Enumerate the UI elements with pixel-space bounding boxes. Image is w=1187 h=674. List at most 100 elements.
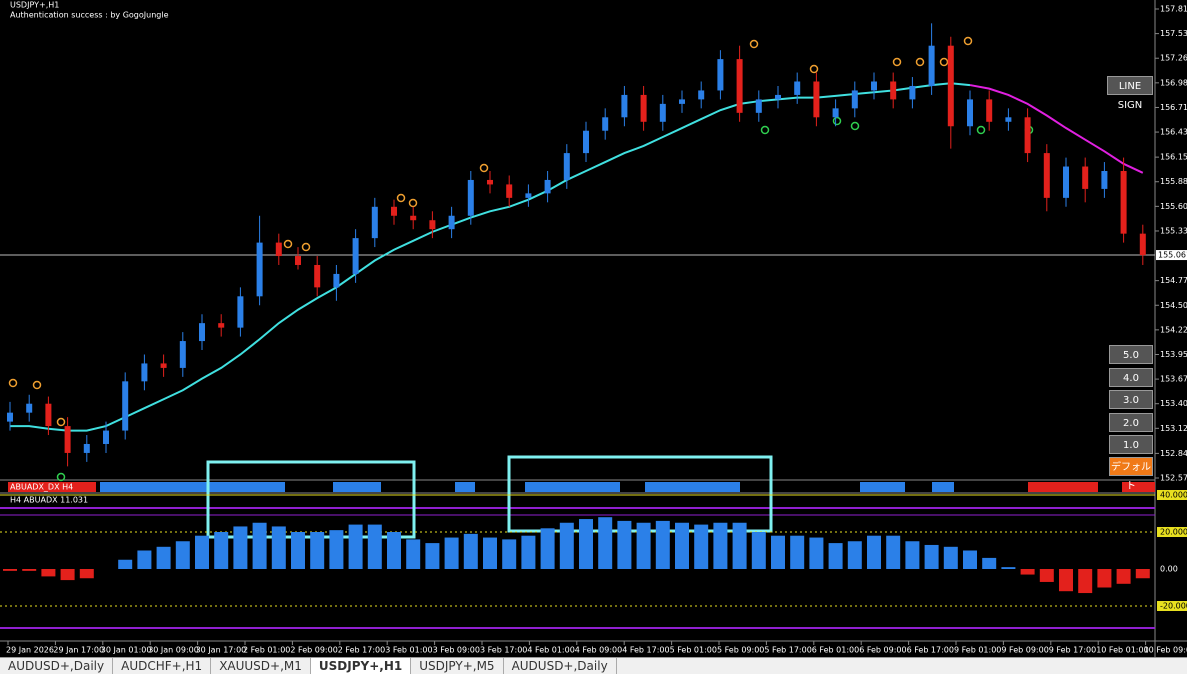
histogram-bar (540, 528, 555, 569)
candle-body (314, 264, 321, 288)
candle-body (1063, 166, 1069, 198)
y-tick-label: 20.000 (1160, 528, 1187, 537)
histogram-bar (3, 569, 17, 571)
tick-label-bg (1157, 601, 1187, 611)
x-tick-label: 29 Jan 17:00 (53, 646, 104, 655)
histogram-bar (291, 532, 305, 569)
histogram-bar (175, 541, 190, 569)
candle-body (410, 215, 417, 221)
histogram-bar (1020, 569, 1035, 575)
histogram-bar (847, 541, 862, 569)
candle-body (487, 179, 493, 185)
candle-body (122, 381, 129, 431)
histogram-bar (636, 522, 651, 569)
histogram-bar (22, 569, 37, 571)
signal-markers (8, 36, 1034, 482)
histogram-bar (905, 541, 920, 569)
histogram-bar (387, 532, 401, 569)
level-button[interactable]: 5.0 (1109, 345, 1153, 364)
histogram-bar (214, 532, 229, 569)
histogram-bar (195, 535, 209, 569)
tick-label-bg (1157, 527, 1187, 537)
y-tick-label: 153.400 (1160, 399, 1187, 408)
y-tick-label: 156.710 (1160, 103, 1187, 112)
x-tick-label: 29 Jan 2026 (6, 646, 54, 655)
symbol-tab[interactable]: USDJPY+,H1 (310, 658, 412, 674)
level-button[interactable]: 1.0 (1109, 435, 1153, 454)
candle-body (909, 85, 916, 100)
histogram-bar (463, 533, 478, 569)
histogram-bar (1078, 569, 1093, 594)
candle-body (7, 412, 13, 422)
candle-body (947, 45, 954, 127)
candle-body (679, 99, 685, 104)
candle-body (199, 323, 205, 342)
candle-body (160, 363, 167, 368)
candle-body (1101, 171, 1108, 189)
y-tick-label: 156.985 (1160, 78, 1187, 87)
level-button[interactable]: 2.0 (1109, 412, 1153, 432)
chart: USDJPY+,H1 Authentication success : by G… (0, 0, 1187, 657)
candle-body (141, 363, 148, 382)
histogram-bar (60, 569, 75, 581)
candle-body (659, 103, 666, 122)
y-tick-label: 155.605 (1160, 202, 1187, 211)
tab-bar: AUDUSD+,Daily AUDCHF+,H1 XAUUSD+,M1 USDJPY+… (0, 657, 1187, 674)
y-tick-label: 154.500 (1160, 301, 1187, 310)
candle-body (698, 90, 705, 100)
histogram-bar (559, 522, 574, 569)
candle-body (45, 403, 52, 427)
histogram-bar (694, 524, 709, 569)
y-tick-label: 153.675 (1160, 375, 1187, 384)
x-tick-label: 9 Feb 09:00 (1001, 646, 1048, 655)
histogram-bar (1059, 569, 1073, 592)
candle-body (544, 179, 551, 194)
histogram-bar (867, 535, 881, 569)
candle-body (26, 403, 33, 413)
candle-body (525, 193, 532, 198)
histogram-bar (828, 543, 843, 569)
histogram-bar (809, 537, 824, 569)
candle-body (391, 206, 397, 216)
candle-body (179, 341, 186, 368)
symbol-tab[interactable]: AUDUSD+,Daily (0, 658, 114, 674)
x-tick-label: 6 Feb 09:00 (859, 646, 906, 655)
default-button[interactable]: デフォルト (1109, 457, 1153, 492)
candle-body (563, 153, 570, 180)
y-tick-label: 157.260 (1160, 54, 1187, 63)
x-tick-label: 30 Jan 09:00 (148, 646, 199, 655)
histogram-bar (156, 546, 171, 569)
candle-body (237, 296, 244, 328)
x-tick-label: 5 Feb 09:00 (717, 646, 764, 655)
candle-body (103, 430, 109, 444)
symbol-tab[interactable]: USDJPY+,M5 (411, 658, 504, 674)
histogram-bar (655, 520, 670, 569)
candle-body (583, 130, 589, 154)
symbol-tab[interactable]: XAUUSD+,M1 (211, 658, 311, 674)
candle-body (295, 256, 301, 265)
candle-body (871, 81, 877, 91)
level-button[interactable]: 3.0 (1109, 390, 1153, 409)
y-tick-label: 153.125 (1160, 424, 1187, 433)
histogram-bar (1116, 569, 1131, 584)
y-tick-label: 152.570 (1160, 474, 1187, 483)
line-sign-button[interactable]: LINE SIGN (1107, 76, 1153, 111)
moving-average (969, 84, 1144, 174)
x-tick-label: 5 Feb 01:00 (670, 646, 717, 655)
candle-body (832, 108, 839, 118)
x-tick-label: 10 Feb 09:00 (1144, 646, 1187, 655)
auth-note: Authentication success : by GogoJungle (10, 11, 169, 20)
symbol-tab[interactable]: AUDUSD+,Daily (504, 658, 617, 674)
histogram-bar (790, 535, 805, 569)
level-button[interactable]: 4.0 (1109, 367, 1153, 387)
x-tick-label: 6 Feb 17:00 (907, 646, 954, 655)
symbol-tab[interactable]: AUDCHF+,H1 (113, 658, 212, 674)
x-tick-label: 2 Feb 01:00 (243, 646, 290, 655)
histogram-bar (1039, 569, 1054, 582)
candle-body (371, 206, 378, 239)
histogram-bar (943, 546, 958, 569)
candle-body (1024, 117, 1031, 154)
x-tick-label: 30 Jan 01:00 (101, 646, 152, 655)
y-tick-label: 155.330 (1160, 226, 1187, 235)
